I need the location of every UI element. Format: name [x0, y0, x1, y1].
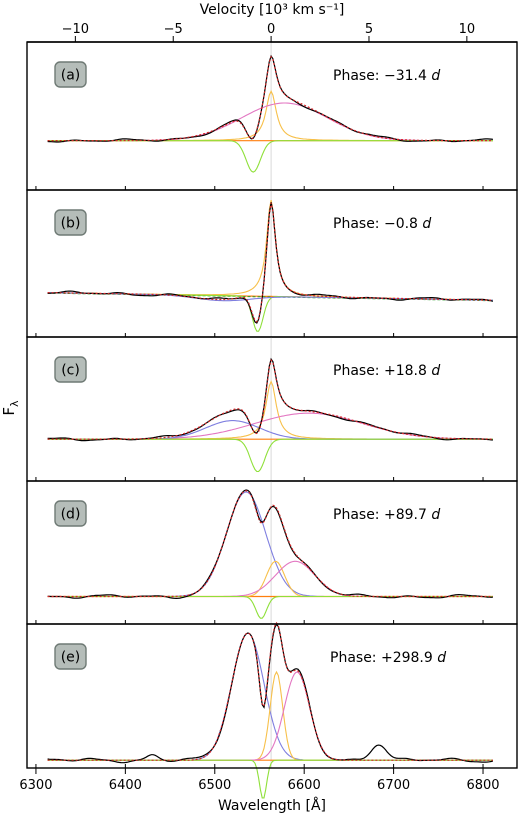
panel-a: (a) Phase: −31.4 d — [26, 41, 518, 191]
absorption-component — [47, 595, 493, 619]
phase-text: Phase: +298.9 d — [330, 650, 446, 666]
bottom-axis-ticks: 6300 6400 6500 6600 6700 6800 — [19, 768, 500, 793]
narrow-component — [47, 90, 493, 142]
top-tick-label: 0 — [267, 22, 275, 37]
observed-spectrum — [47, 489, 493, 600]
panels: (a) Phase: −31.4 d (b) Phase: −0.8 d (c) Phas… — [26, 41, 518, 799]
panel-label: (c) — [61, 363, 80, 379]
narrow-component — [47, 560, 493, 598]
panel-frame — [26, 41, 518, 191]
panel-e: (e) Phase: +298.9 d — [26, 621, 518, 799]
panel-c: (c) Phase: +18.8 d — [26, 336, 518, 482]
total-fit — [47, 55, 493, 142]
panel-frame — [26, 623, 518, 769]
panel-label-box — [54, 356, 87, 383]
bottom-tick-label: 6300 — [19, 778, 52, 793]
absorption-component — [47, 140, 493, 173]
x-axis-label: Wavelength [Å] — [218, 797, 326, 814]
bottom-tick-label: 6400 — [109, 778, 142, 793]
panel-b: (b) Phase: −0.8 d — [26, 189, 518, 338]
broad-component — [47, 102, 493, 142]
panel-label: (e) — [61, 650, 81, 666]
top-axis-label: Velocity [10³ km s⁻¹] — [200, 2, 345, 18]
panel-frame — [26, 189, 518, 338]
total-fit — [47, 490, 493, 598]
observed-spectrum — [47, 623, 494, 764]
observed-spectrum — [47, 54, 493, 143]
y-axis-label: Fλ — [0, 400, 21, 416]
absorption-component — [47, 438, 493, 473]
bottom-tick-label: 6500 — [198, 778, 231, 793]
panel-label-box — [54, 643, 87, 670]
broad-component — [47, 412, 493, 440]
bottom-tick-label: 6800 — [466, 778, 499, 793]
bottom-tick-label: 6700 — [377, 778, 410, 793]
phase-text: Phase: +18.8 d — [333, 363, 440, 379]
panel-d: (d) Phase: +89.7 d — [26, 480, 518, 625]
panel-frame — [26, 336, 518, 482]
observed-spectrum — [47, 357, 493, 442]
total-fit — [47, 358, 493, 440]
top-tick-label: −5 — [164, 22, 183, 37]
panel-label-box — [54, 500, 87, 527]
panel-label: (b) — [61, 216, 81, 232]
phase-text: Phase: −0.8 d — [333, 216, 431, 232]
narrow-component — [47, 670, 493, 761]
top-tick-label: 5 — [365, 22, 373, 37]
panel-label: (d) — [61, 507, 81, 523]
panel-label: (a) — [61, 68, 81, 84]
observed-spectrum — [47, 202, 494, 324]
narrow-component — [47, 380, 493, 440]
panel-label-box — [54, 209, 87, 236]
top-tick-label: −10 — [62, 22, 89, 37]
phase-text: Phase: +89.7 d — [333, 507, 440, 523]
total-fit — [47, 202, 493, 323]
top-tick-label: 10 — [459, 22, 476, 37]
broad-component — [47, 671, 493, 761]
phase-text: Phase: −31.4 d — [333, 68, 440, 84]
bottom-tick-label: 6600 — [288, 778, 321, 793]
panel-label-box — [54, 61, 87, 88]
total-fit — [47, 621, 493, 761]
top-axis-ticks: −10 −5 0 5 10 — [62, 22, 475, 42]
